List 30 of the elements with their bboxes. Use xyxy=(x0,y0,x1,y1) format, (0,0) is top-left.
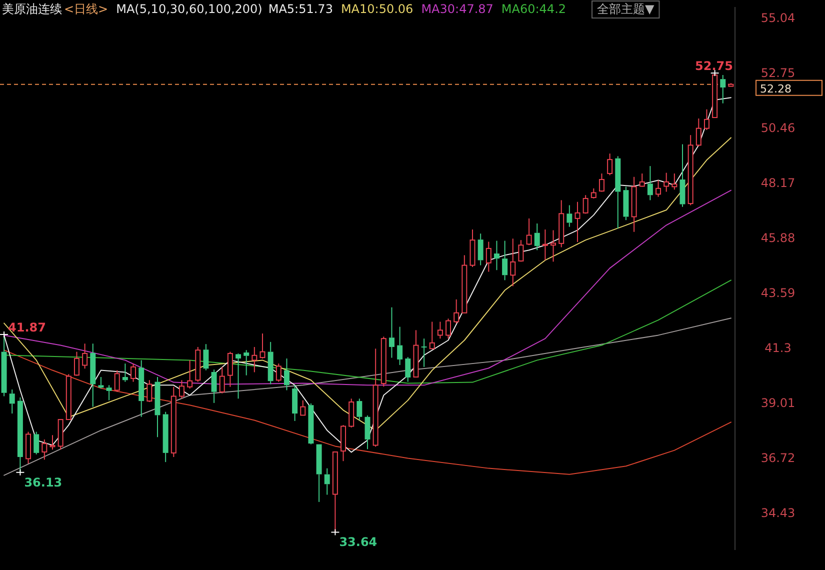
y-tick-label: 43.59 xyxy=(760,286,796,300)
annotation: 52.75 xyxy=(695,59,733,74)
extreme-label: 41.87 xyxy=(0,320,46,338)
line-series xyxy=(4,97,732,453)
annotation: 36.13 xyxy=(24,475,62,490)
y-tick-label: 34.43 xyxy=(760,506,796,520)
y-tick-label: 48.17 xyxy=(760,176,796,190)
y-tick-label: 52.75 xyxy=(760,66,796,80)
chart-title: 美原油连续 xyxy=(2,2,62,16)
control: 全部主题▼ xyxy=(592,0,660,18)
line-series xyxy=(4,350,732,475)
line-series xyxy=(4,318,732,476)
ref-line-label: 52.28 xyxy=(760,82,792,96)
legend: MA5:51.73 MA10:50.06 MA30:47.87 MA60:44.2 xyxy=(268,2,566,16)
y-tick-label: 39.01 xyxy=(760,396,796,410)
y-tick-label: 45.88 xyxy=(760,231,796,246)
annotation: 33.64 xyxy=(339,535,378,550)
y-tick-label: 36.72 xyxy=(760,451,796,466)
y-tick-label: 50.46 xyxy=(760,121,796,136)
extreme-label: 36.13 xyxy=(16,468,62,490)
annotation: MA(5,10,30,60,100,200) xyxy=(116,2,262,16)
extreme-label: 52.75 xyxy=(695,59,733,77)
ref-label: 52.28 xyxy=(756,80,822,96)
y-tick-label: 41.3 xyxy=(764,341,792,356)
line-series xyxy=(4,137,732,431)
annotation: 全部主题▼ xyxy=(597,2,655,16)
y-tick-label: 55.04 xyxy=(760,11,796,26)
annotation: 41.87 xyxy=(8,320,46,334)
chart-subtitle: <日线> xyxy=(64,2,108,16)
extreme-label: 33.64 xyxy=(330,528,378,550)
